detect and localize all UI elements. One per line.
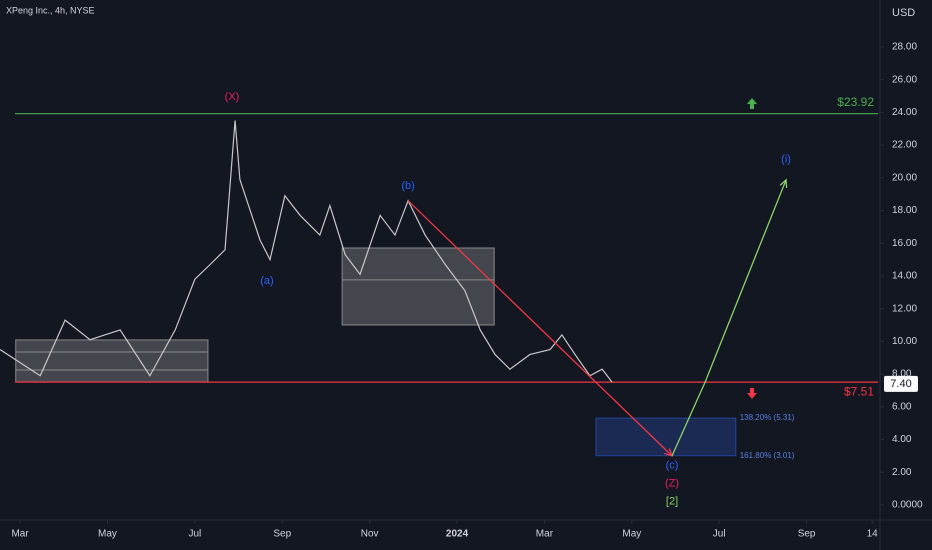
wave-label: (b) <box>401 180 414 192</box>
y-tick-label: 4.00 <box>892 434 912 445</box>
last-price-tag <box>884 375 918 392</box>
wave-label: (a) <box>260 275 273 287</box>
down-arrow-icon <box>747 388 757 399</box>
wave-label: (c) <box>666 460 679 472</box>
wave-label: [2] <box>666 496 678 508</box>
x-tick-label: May <box>622 529 641 540</box>
y-tick-label: 10.00 <box>892 336 917 347</box>
x-tick-label: Sep <box>273 529 291 540</box>
x-tick-label: 2024 <box>446 529 469 540</box>
last-price-label: 7.40 <box>890 378 911 390</box>
y-tick-label: 0.0000 <box>892 500 923 511</box>
y-tick-label: 16.00 <box>892 238 917 249</box>
y-tick-label: 12.00 <box>892 303 917 314</box>
wave-label: (X) <box>225 91 240 103</box>
y-tick-label: 20.00 <box>892 172 917 183</box>
fib-label: 161.80% (3.01) <box>740 451 795 460</box>
projection-line <box>407 200 673 457</box>
arrow-head <box>779 178 788 188</box>
x-tick-label: Sep <box>798 529 816 540</box>
y-tick-label: 8.00 <box>892 369 912 380</box>
y-tick-label: 14.00 <box>892 271 917 282</box>
y-tick-label: 22.00 <box>892 140 917 151</box>
chart-title: XPeng Inc., 4h, NYSE <box>6 5 95 15</box>
wave-label: (i) <box>781 154 791 166</box>
price-level-label: $23.92 <box>837 95 874 109</box>
zone-box <box>15 339 209 383</box>
x-tick-label: 14 <box>867 529 879 540</box>
price-line <box>0 120 613 383</box>
x-tick-label: Nov <box>361 529 379 540</box>
fib-label: 138.20% (5.31) <box>740 413 795 422</box>
x-tick-label: Mar <box>11 529 29 540</box>
y-tick-label: 2.00 <box>892 467 912 478</box>
zone-box <box>341 247 495 326</box>
up-arrow-icon <box>747 98 757 109</box>
y-tick-label: 28.00 <box>892 42 917 53</box>
x-tick-label: Jul <box>713 529 726 540</box>
y-tick-label: 26.00 <box>892 74 917 85</box>
x-tick-label: Mar <box>536 529 554 540</box>
projection-line <box>671 179 787 457</box>
x-tick-label: Jul <box>188 529 201 540</box>
wave-label: (Z) <box>665 478 679 490</box>
price-level-label: $7.51 <box>844 384 874 398</box>
x-tick-label: May <box>98 529 117 540</box>
currency-label: USD <box>892 7 915 19</box>
y-tick-label: 18.00 <box>892 205 917 216</box>
y-tick-label: 6.00 <box>892 401 912 412</box>
y-tick-label: 24.00 <box>892 107 917 118</box>
